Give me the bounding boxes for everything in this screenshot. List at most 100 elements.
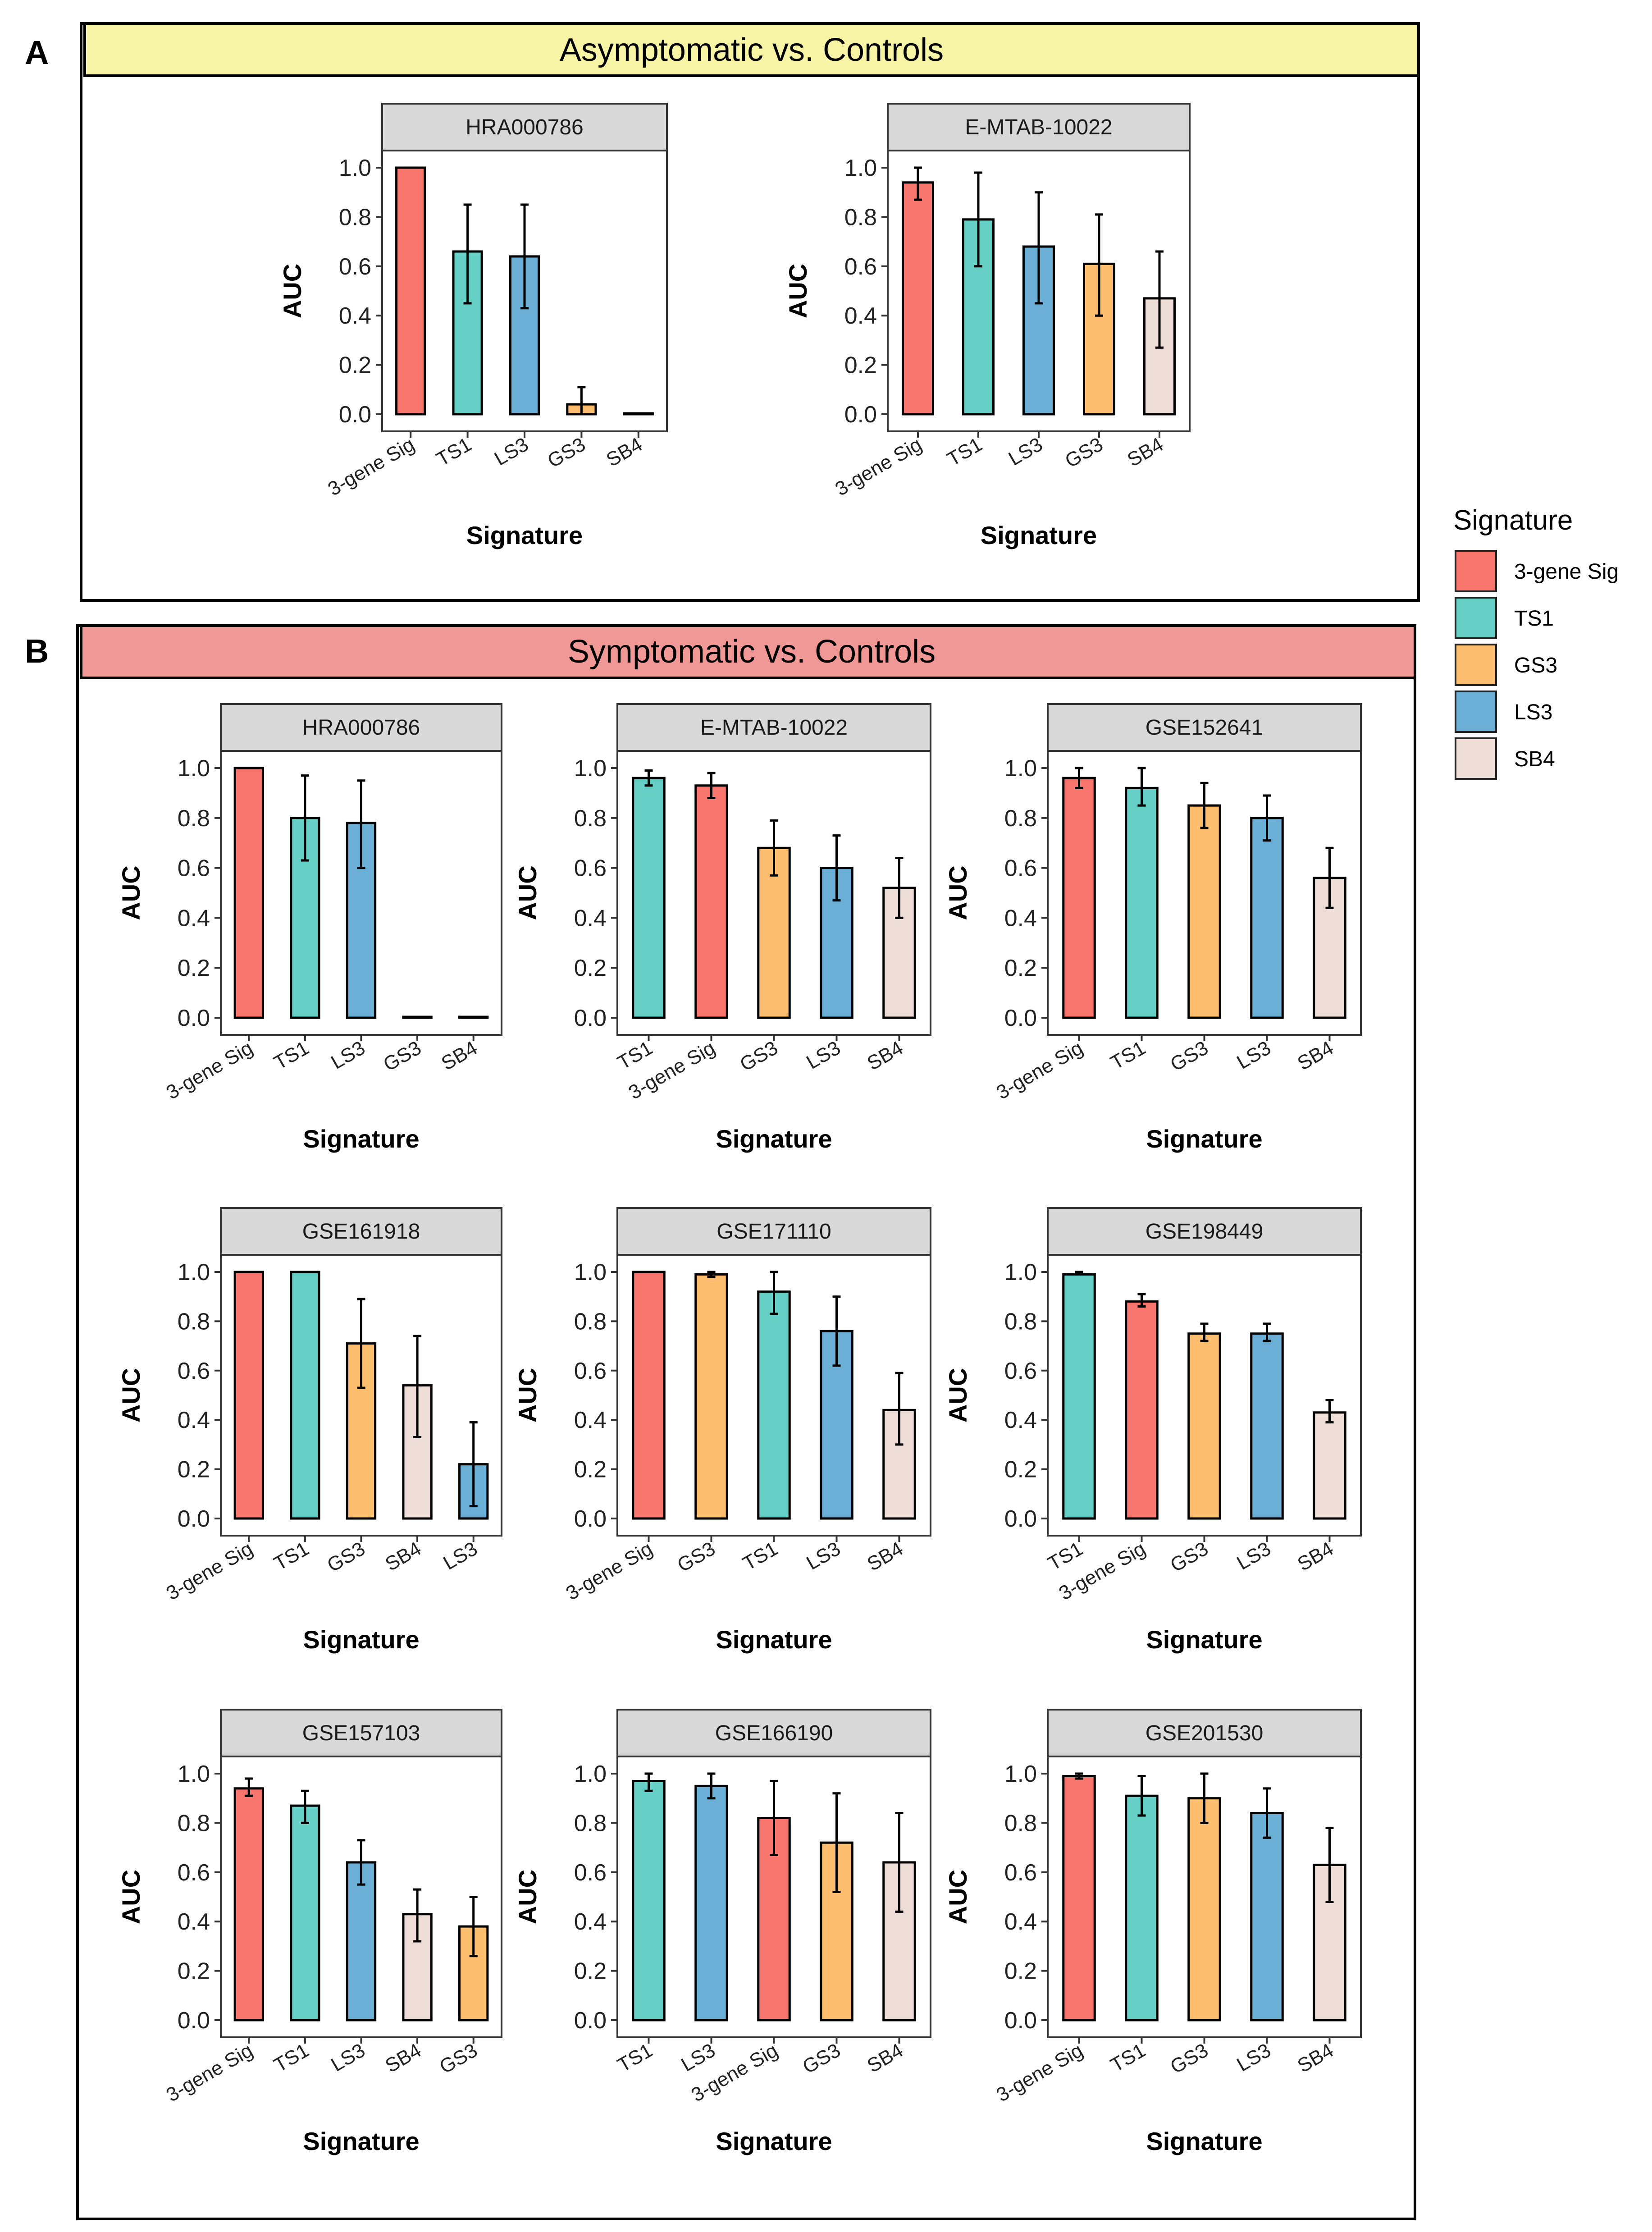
y-tick-label: 0.0 — [574, 1005, 607, 1031]
facet-title: GSE171110 — [716, 1220, 831, 1244]
y-tick-label: 0.8 — [844, 204, 877, 230]
x-tick-label-ts1: TS1 — [1044, 1537, 1086, 1575]
error-bar-sb4 — [1155, 250, 1164, 349]
facet-strip — [1047, 703, 1362, 752]
bar-gs3 — [1187, 1797, 1221, 2022]
x-tick-label-ts1: TS1 — [270, 1037, 313, 1074]
x-tick-label-ts1: TS1 — [1107, 2039, 1149, 2076]
y-tick-label: 0.0 — [178, 1506, 210, 1532]
bar-ts1 — [632, 777, 666, 1019]
x-tick-label-ts1: TS1 — [1107, 1037, 1149, 1074]
section-a-frame — [80, 22, 1420, 602]
facet-title: GSE166190 — [715, 1721, 833, 1745]
y-tick-label: 0.4 — [178, 1407, 210, 1433]
error-bar-ts1 — [644, 769, 653, 787]
x-tick-label-sb4: SB4 — [382, 1537, 425, 1575]
y-tick-label: 0.4 — [844, 303, 877, 329]
y-tick-label: 0.8 — [178, 1308, 210, 1335]
panel-letter-a: A — [25, 34, 49, 71]
x-tick-label-gs3: GS3 — [1167, 1037, 1212, 1075]
facet-strip — [1047, 1207, 1362, 1256]
error-bar-sb4 — [895, 1372, 904, 1446]
y-axis-title: AUC — [513, 1870, 542, 1924]
y-tick-label: 0.8 — [178, 805, 210, 832]
y-tick-label: 1.0 — [178, 1259, 210, 1285]
error-bar-ts1 — [644, 1772, 653, 1792]
facet-strip — [220, 703, 502, 752]
bar-gs3 — [694, 1273, 728, 1520]
y-tick-label: 0.8 — [574, 1308, 607, 1335]
x-axis-title: Signature — [466, 521, 583, 549]
legend-swatch-sb4 — [1455, 737, 1497, 780]
error-bar-ls3 — [1035, 191, 1043, 305]
chart-panel-9: GSE157103 0.0 0.2 0.4 0.6 0.8 1.0 AUC 3-gene Sig… — [117, 1709, 502, 2155]
error-bar-ts1 — [1137, 767, 1146, 807]
y-tick-label: 0.2 — [1004, 1457, 1037, 1483]
x-tick-label-gs3: GS3 — [736, 1037, 782, 1075]
facet-strip — [220, 1709, 502, 1757]
x-tick-label-3-gene-sig: 3-gene Sig — [562, 1537, 657, 1605]
y-tick-label: 1.0 — [574, 1259, 607, 1285]
legend-label-3-gene-sig: 3-gene Sig — [1514, 560, 1619, 584]
facet-strip — [1047, 1709, 1362, 1757]
error-bar-ts1 — [463, 203, 472, 305]
x-tick-label-sb4: SB4 — [602, 433, 646, 471]
facet-title: GSE201530 — [1145, 1721, 1264, 1745]
bar-3-gene-sig — [694, 784, 728, 1019]
x-tick-label-3-gene-sig: 3-gene Sig — [162, 2039, 256, 2106]
error-bar-sb4 — [895, 856, 904, 919]
x-tick-label-sb4: SB4 — [1294, 2039, 1337, 2077]
y-tick-label: 1.0 — [844, 155, 877, 181]
bar-ts1 — [1062, 1273, 1096, 1520]
bar-gs3 — [402, 1015, 433, 1019]
y-tick-label: 0.4 — [1004, 1909, 1037, 1935]
y-tick-label: 0.0 — [844, 402, 877, 428]
y-tick-label: 1.0 — [1004, 1259, 1037, 1285]
x-tick-label-3-gene-sig: 3-gene Sig — [162, 1537, 256, 1605]
error-bar-ts1 — [301, 1789, 309, 1824]
y-tick-label: 0.2 — [844, 352, 877, 379]
y-tick-label: 0.4 — [1004, 905, 1037, 931]
y-axis-title: AUC — [117, 1870, 145, 1924]
y-tick-label: 1.0 — [574, 1761, 607, 1787]
x-tick-label-gs3: GS3 — [436, 2039, 481, 2078]
chart-panel-4: E-MTAB-100220.00.20.40.60.81.0AUCTS13-ge… — [513, 703, 931, 1153]
legend-label-ls3: LS3 — [1514, 700, 1552, 724]
facet-strip — [887, 103, 1191, 151]
x-tick-label-gs3: GS3 — [1167, 2039, 1212, 2078]
y-tick-label: 0.2 — [574, 955, 607, 981]
x-tick-label-ls3: LS3 — [1233, 2039, 1274, 2076]
y-axis-title: AUC — [117, 865, 145, 920]
section-b-frame — [76, 624, 1416, 2220]
y-tick-label: 0.4 — [178, 905, 210, 931]
error-bar-gs3 — [1095, 213, 1103, 317]
y-tick-label: 1.0 — [178, 755, 210, 782]
x-tick-label-ls3: LS3 — [803, 1037, 844, 1074]
error-bar-gs3 — [1200, 782, 1209, 829]
x-tick-label-ts1: TS1 — [614, 2039, 656, 2076]
y-tick-label: 0.6 — [178, 1860, 210, 1886]
panel-letter-b: B — [25, 632, 49, 670]
y-tick-label: 0.4 — [1004, 1407, 1037, 1433]
chart-panel-8: GSE1984490.00.20.40.60.81.0AUCTS13-gene … — [944, 1207, 1362, 1654]
y-tick-label: 0.6 — [178, 1358, 210, 1384]
y-axis-title: AUC — [944, 865, 972, 920]
y-tick-label: 0.2 — [574, 1457, 607, 1483]
y-tick-label: 0.4 — [178, 1909, 210, 1935]
error-bar-ls3 — [357, 779, 365, 869]
bar-sb4 — [458, 1015, 489, 1019]
error-bar-ts1 — [974, 171, 982, 268]
y-tick-label: 0.8 — [1004, 1308, 1037, 1335]
facet-title: GSE152641 — [1145, 716, 1264, 740]
x-tick-label-gs3: GS3 — [674, 1537, 719, 1576]
error-bar-sb4 — [413, 1335, 422, 1438]
bar-3-gene-sig — [632, 1271, 666, 1520]
bar-ts1 — [1125, 1794, 1159, 2022]
error-bar-ts1 — [1075, 1271, 1083, 1276]
x-tick-label-gs3: GS3 — [1167, 1537, 1212, 1576]
chart-panel-1: HRA000786 0.0 0.2 0.4 0.6 0.8 1.0 AUC 3-gene Sig… — [278, 103, 668, 549]
y-tick-label: 0.6 — [574, 1860, 607, 1886]
bar-3-gene-sig — [1125, 1300, 1159, 1520]
y-tick-label: 0.8 — [574, 805, 607, 832]
y-tick-label: 0.8 — [1004, 1810, 1037, 1836]
